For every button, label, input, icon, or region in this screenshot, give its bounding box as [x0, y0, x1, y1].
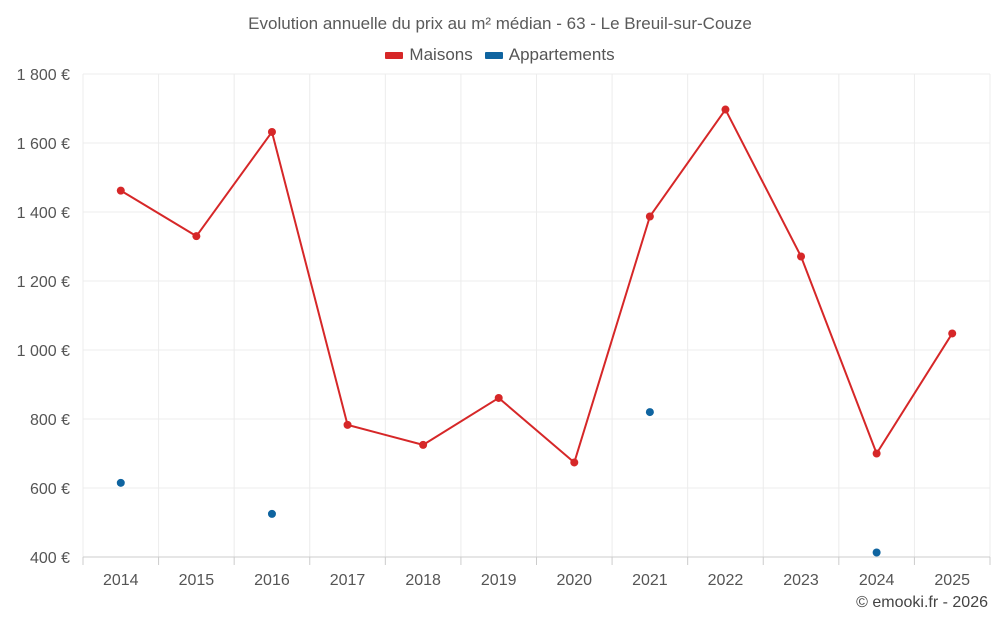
legend-swatch-appartements: [484, 51, 503, 59]
y-tick-label: 1 400 €: [17, 205, 70, 222]
legend-label-maisons: Maisons: [409, 45, 473, 64]
x-tick-label: 2019: [481, 572, 517, 589]
data-point-maisons[interactable]: [645, 212, 654, 221]
legend-item-appartements[interactable]: Appartements: [484, 45, 615, 65]
x-tick-label: 2022: [708, 572, 744, 589]
x-tick-label: 2023: [783, 572, 819, 589]
data-point-maisons[interactable]: [116, 186, 125, 195]
x-tick-label: 2021: [632, 572, 668, 589]
x-tick-label: 2014: [103, 572, 139, 589]
data-point-appartements[interactable]: [645, 408, 654, 417]
legend: Maisons Appartements: [0, 45, 1000, 65]
y-tick-label: 1 000 €: [17, 343, 70, 360]
data-point-appartements[interactable]: [872, 548, 881, 557]
legend-label-appartements: Appartements: [508, 45, 615, 64]
data-point-maisons[interactable]: [872, 449, 881, 458]
y-tick-label: 800 €: [30, 412, 70, 429]
data-point-maisons[interactable]: [343, 420, 352, 429]
data-point-maisons[interactable]: [494, 393, 503, 402]
x-tick-label: 2016: [254, 572, 290, 589]
x-tick-label: 2020: [556, 572, 592, 589]
y-tick-label: 600 €: [30, 481, 70, 498]
legend-item-maisons[interactable]: Maisons: [385, 45, 473, 65]
data-point-appartements[interactable]: [116, 478, 125, 487]
x-tick-label: 2017: [330, 572, 366, 589]
data-point-maisons[interactable]: [797, 252, 806, 261]
x-tick-label: 2024: [859, 572, 895, 589]
data-point-appartements[interactable]: [267, 509, 276, 518]
series-line-maisons: [120, 108, 954, 464]
chart-title: Evolution annuelle du prix au m² médian …: [248, 14, 752, 33]
data-point-maisons[interactable]: [267, 127, 276, 136]
legend-swatch-maisons: [385, 51, 404, 59]
data-point-maisons[interactable]: [192, 232, 201, 241]
data-point-maisons[interactable]: [570, 458, 579, 467]
y-tick-label: 400 €: [30, 550, 70, 567]
y-tick-label: 1 600 €: [17, 136, 70, 153]
x-tick-label: 2025: [934, 572, 970, 589]
x-tick-label: 2018: [405, 572, 441, 589]
x-tick-label: 2015: [179, 572, 215, 589]
y-tick-label: 1 200 €: [17, 274, 70, 291]
data-point-maisons[interactable]: [948, 329, 957, 338]
data-point-maisons[interactable]: [721, 105, 730, 114]
y-tick-label: 1 800 €: [17, 67, 70, 84]
credit-text: © emooki.fr - 2026: [856, 594, 988, 611]
data-point-maisons[interactable]: [419, 440, 428, 449]
